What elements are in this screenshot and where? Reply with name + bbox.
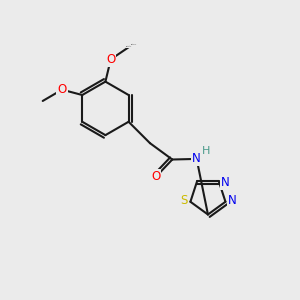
Text: S: S xyxy=(180,194,188,207)
Text: N: N xyxy=(221,176,230,189)
Text: methoxy: methoxy xyxy=(126,46,132,47)
Text: O: O xyxy=(57,83,67,96)
Text: O: O xyxy=(106,53,116,66)
Text: H: H xyxy=(202,146,210,156)
Text: N: N xyxy=(228,194,236,207)
Text: O: O xyxy=(151,170,160,183)
Text: methoxy: methoxy xyxy=(131,44,137,45)
Text: N: N xyxy=(192,152,201,165)
